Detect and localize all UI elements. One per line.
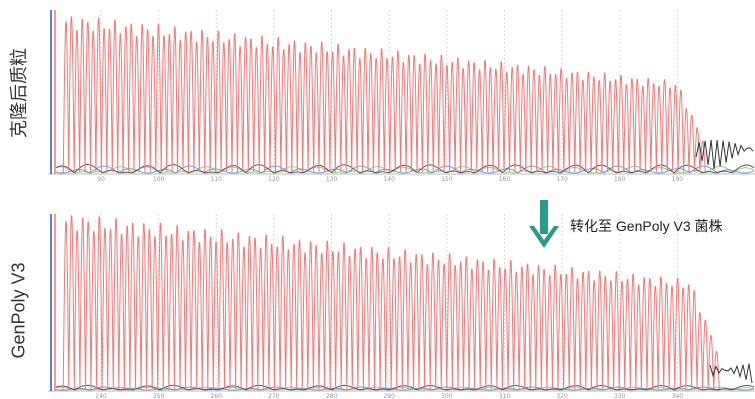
x-tick-label: 300 [441, 393, 453, 399]
x-tick-label: 140 [383, 176, 395, 182]
x-tick-label: 150 [441, 176, 453, 182]
red-peak-trace [59, 16, 706, 175]
top-side-label: 克隆后质粒 [9, 48, 29, 138]
x-tick-label: 290 [383, 393, 395, 399]
x-tick-label: 260 [211, 393, 223, 399]
x-tick-label: 240 [95, 393, 107, 399]
top-chromatogram: 90 100 110 120 130 140 150 160 170 180 190 [48, 6, 755, 182]
x-tick-label: 270 [268, 393, 280, 399]
arrow-down-icon [527, 200, 561, 255]
noise-trace [55, 384, 755, 391]
x-tick-label: 130 [326, 176, 338, 182]
x-tick-label: 280 [326, 393, 338, 399]
bottom-chromatogram: 240 250 260 270 280 290 300 310 320 330 340 [48, 210, 755, 399]
x-tick-label: 170 [556, 176, 568, 182]
transition-note: 转化至 GenPoly V3 菌株 [570, 218, 723, 234]
x-tick-label: 330 [614, 393, 626, 399]
red-peak-trace [59, 215, 720, 392]
x-tick-label: 250 [153, 393, 165, 399]
x-tick-label: 190 [672, 176, 684, 182]
noise-trace [55, 165, 755, 174]
x-tick-label: 120 [268, 176, 280, 182]
x-tick-label: 310 [499, 393, 511, 399]
x-tick-label: 90 [97, 176, 105, 182]
x-tick-label: 340 [672, 393, 684, 399]
x-tick-label: 110 [211, 176, 223, 182]
x-tick-label: 100 [153, 176, 165, 182]
x-tick-label: 180 [614, 176, 626, 182]
tail-trace [709, 363, 753, 384]
x-tick-label: 320 [556, 393, 568, 399]
bottom-side-label: GenPoly V3 [8, 262, 29, 359]
tail-trace [695, 139, 754, 170]
x-tick-label: 160 [499, 176, 511, 182]
